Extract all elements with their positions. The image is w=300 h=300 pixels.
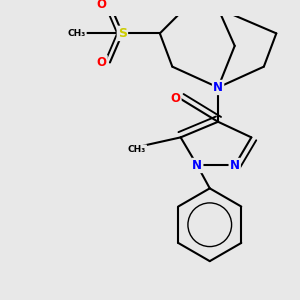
Text: O: O: [97, 56, 106, 69]
Text: S: S: [118, 27, 127, 40]
Text: O: O: [97, 0, 106, 11]
Text: N: N: [192, 159, 202, 172]
Text: N: N: [213, 81, 223, 94]
Text: O: O: [170, 92, 180, 105]
Text: CH₃: CH₃: [68, 29, 86, 38]
Text: N: N: [230, 159, 240, 172]
Text: CH₃: CH₃: [128, 146, 146, 154]
